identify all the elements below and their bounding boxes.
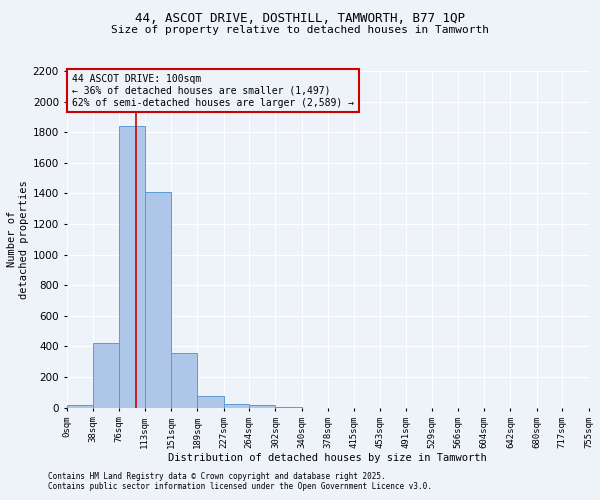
Bar	[249, 404, 275, 407]
Bar	[119, 126, 145, 408]
Bar	[171, 354, 197, 408]
Bar	[67, 406, 93, 407]
Text: Contains public sector information licensed under the Open Government Licence v3: Contains public sector information licen…	[48, 482, 432, 491]
Bar	[145, 192, 171, 408]
X-axis label: Distribution of detached houses by size in Tamworth: Distribution of detached houses by size …	[168, 453, 487, 463]
Bar	[224, 404, 249, 407]
Bar	[197, 396, 224, 407]
Text: Size of property relative to detached houses in Tamworth: Size of property relative to detached ho…	[111, 25, 489, 35]
Bar	[93, 342, 119, 407]
Text: Contains HM Land Registry data © Crown copyright and database right 2025.: Contains HM Land Registry data © Crown c…	[48, 472, 386, 481]
Text: 44 ASCOT DRIVE: 100sqm
← 36% of detached houses are smaller (1,497)
62% of semi-: 44 ASCOT DRIVE: 100sqm ← 36% of detached…	[72, 74, 354, 108]
Y-axis label: Number of
detached properties: Number of detached properties	[7, 180, 29, 298]
Bar	[275, 407, 302, 408]
Text: 44, ASCOT DRIVE, DOSTHILL, TAMWORTH, B77 1QP: 44, ASCOT DRIVE, DOSTHILL, TAMWORTH, B77…	[135, 12, 465, 26]
